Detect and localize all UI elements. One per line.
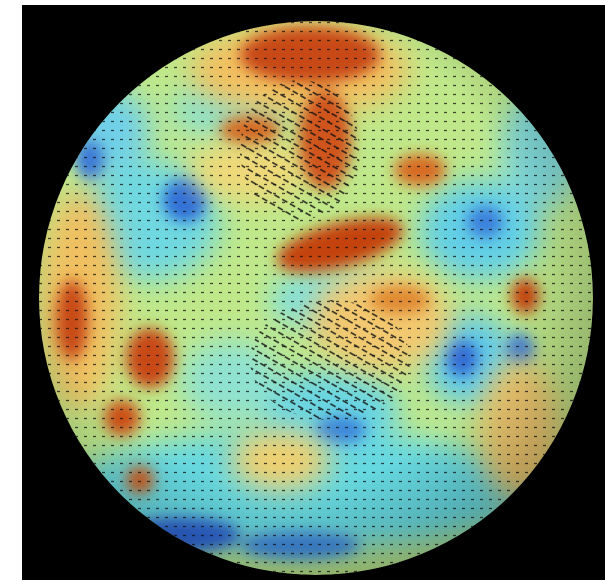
sphere-image: [0, 0, 605, 587]
page: [0, 0, 605, 587]
limb-shading: [39, 21, 593, 575]
sphere: [39, 21, 593, 575]
